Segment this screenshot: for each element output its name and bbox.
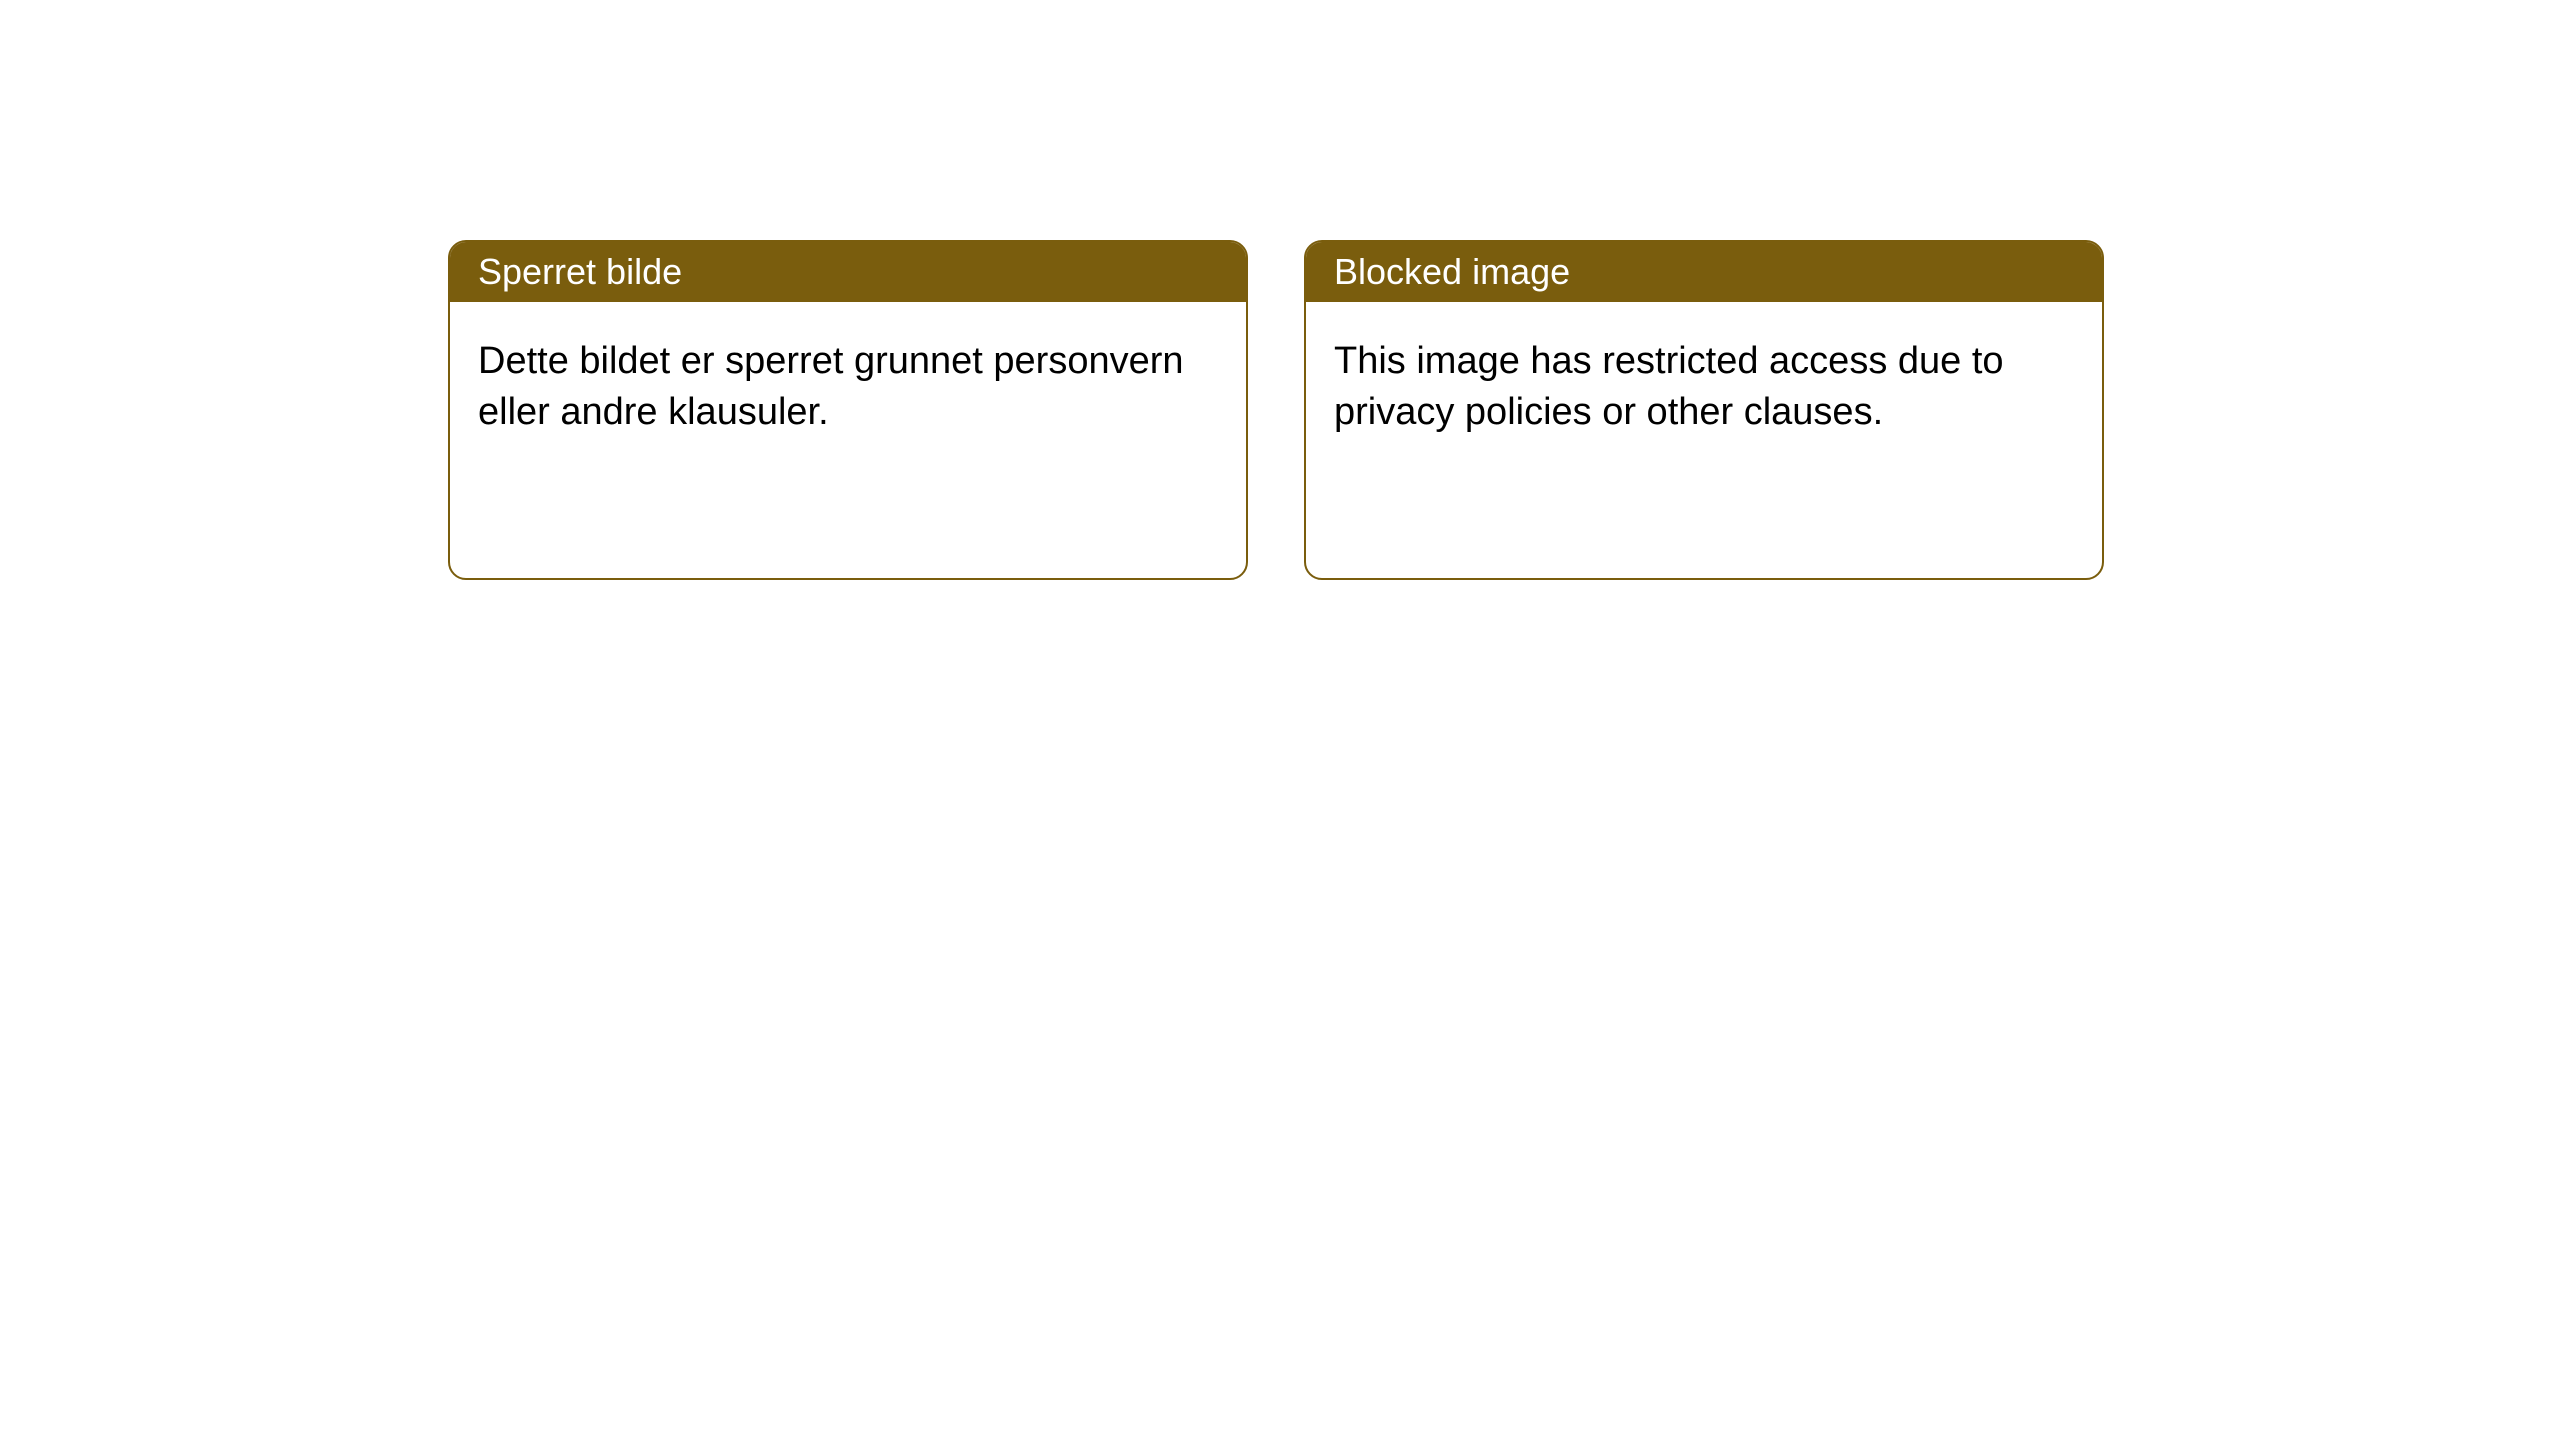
cards-container: Sperret bilde Dette bildet er sperret gr… [448, 240, 2560, 580]
blocked-image-card-en: Blocked image This image has restricted … [1304, 240, 2104, 580]
card-header-en: Blocked image [1306, 242, 2102, 302]
card-title-no: Sperret bilde [478, 251, 682, 293]
card-body-en: This image has restricted access due to … [1306, 302, 2102, 473]
card-body-text-en: This image has restricted access due to … [1334, 340, 2004, 433]
card-title-en: Blocked image [1334, 251, 1570, 293]
card-header-no: Sperret bilde [450, 242, 1246, 302]
card-body-text-no: Dette bildet er sperret grunnet personve… [478, 340, 1184, 433]
card-body-no: Dette bildet er sperret grunnet personve… [450, 302, 1246, 473]
blocked-image-card-no: Sperret bilde Dette bildet er sperret gr… [448, 240, 1248, 580]
